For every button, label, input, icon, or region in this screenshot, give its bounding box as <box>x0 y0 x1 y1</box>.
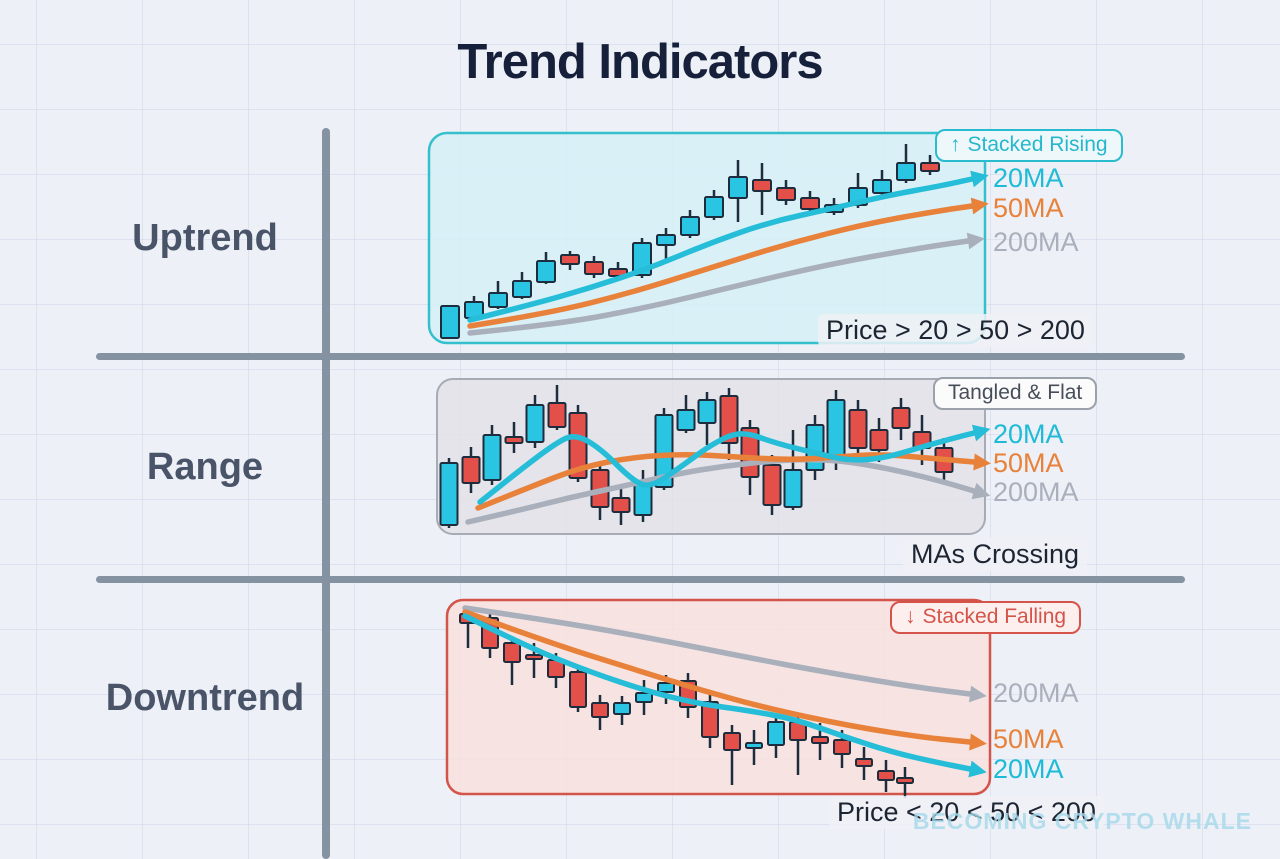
uptrend-ma20-label: 20MA <box>993 163 1064 193</box>
range-chart <box>436 378 991 535</box>
stacked-rising-badge: ↑ Stacked Rising <box>935 129 1123 162</box>
row-label-uptrend: Uptrend <box>132 217 278 259</box>
row-label-range: Range <box>146 446 264 488</box>
range-ma50-label: 50MA <box>993 448 1064 478</box>
downtrend-caption: Price < 20 < 50 < 200 <box>829 796 1104 829</box>
uptrend-chart <box>427 131 989 345</box>
downtrend-chart <box>445 598 992 798</box>
badge-label: Tangled & Flat <box>948 381 1083 404</box>
range-ma20-label: 20MA <box>993 419 1064 449</box>
page-title: Trend Indicators <box>457 35 823 89</box>
downtrend-ma20-label: 20MA <box>993 754 1064 784</box>
tangled-flat-badge: Tangled & Flat <box>933 377 1098 410</box>
badge-label: Stacked Falling <box>922 605 1067 628</box>
uptrend-caption: Price > 20 > 50 > 200 <box>818 314 1093 347</box>
row-divider-1 <box>96 353 1185 360</box>
down-arrow-icon: ↓ <box>905 605 916 628</box>
row-label-downtrend: Downtrend <box>105 677 305 719</box>
watermark: BECOMING CRYPTO WHALE <box>912 808 1252 834</box>
uptrend-ma200-label: 200MA <box>993 227 1079 257</box>
uptrend-ma50-label: 50MA <box>993 193 1064 223</box>
downtrend-ma50-label: 50MA <box>993 724 1064 754</box>
range-caption: MAs Crossing <box>903 538 1088 571</box>
column-divider <box>322 128 330 859</box>
up-arrow-icon: ↑ <box>950 133 961 156</box>
downtrend-ma200-label: 200MA <box>993 678 1079 708</box>
range-ma200-label: 200MA <box>993 477 1079 507</box>
stacked-falling-badge: ↓ Stacked Falling <box>890 601 1082 634</box>
row-divider-2 <box>96 576 1185 583</box>
badge-label: Stacked Rising <box>967 133 1108 156</box>
